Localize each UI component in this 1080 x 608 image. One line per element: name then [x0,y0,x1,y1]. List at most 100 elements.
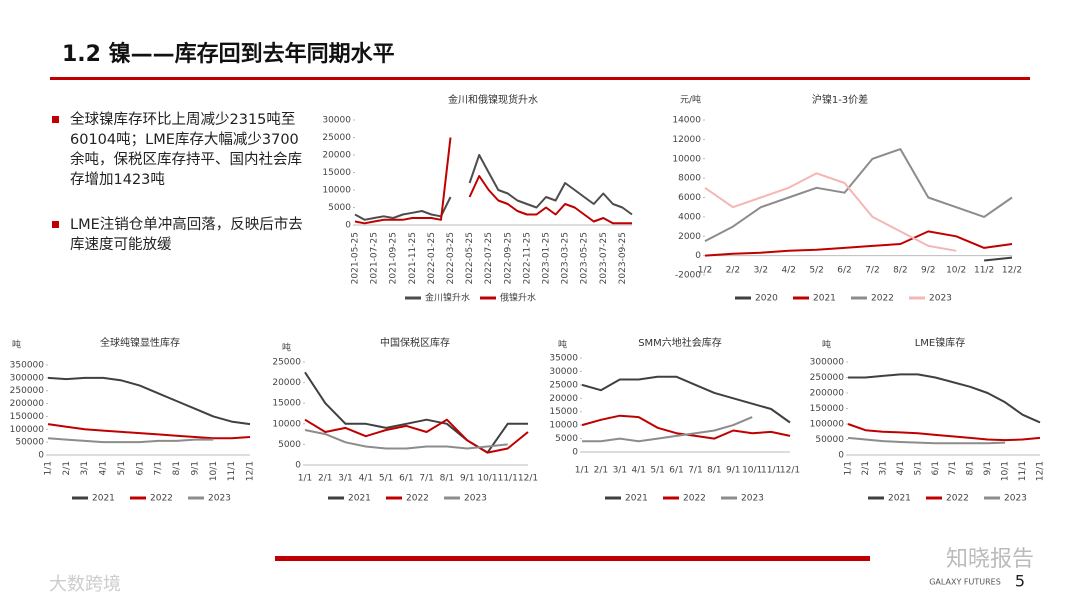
x-tick-label: 11/1 [498,474,518,484]
y-tick-label: 0 [695,251,701,261]
y-tick-label: 50000 [15,438,44,448]
legend-label: 2023 [208,494,231,504]
x-tick-label: 10/1 [477,474,497,484]
legend-label: 2021 [625,494,648,504]
y-tick-label: 250000 [810,373,845,383]
y-tick-label: 30000 [549,367,578,377]
series-line [354,154,633,221]
y-tick-label: 0 [572,448,578,458]
x-tick-label: 6/2 [837,266,851,276]
y-tick-label: 150000 [10,412,45,422]
x-tick-label: 2021-05-25 [351,232,361,284]
x-tick-label: 1/1 [844,461,854,475]
legend-label: 2021 [888,494,911,504]
y-tick-label: 100000 [810,420,845,430]
y-tick-label: 4000 [678,212,701,222]
x-tick-label: 4/1 [631,466,645,476]
legend-label: 2022 [406,494,429,504]
x-tick-label: 4/1 [896,461,906,475]
x-tick-label: 2023-05-25 [580,232,590,284]
x-tick-label: 7/1 [948,461,958,475]
footer-rule [275,556,870,561]
x-tick-label: 8/1 [966,461,976,475]
series-line [304,429,508,450]
x-tick-label: 6/1 [931,461,941,475]
x-tick-label: 11/1 [761,466,781,476]
legend-label: 2022 [946,494,969,504]
x-tick-label: 9/1 [190,461,200,475]
x-tick-label: 12/2 [1002,266,1022,276]
x-tick-label: 2022-09-25 [503,232,513,284]
x-tick-label: 2021-11-25 [408,232,418,284]
x-tick-label: 5/1 [650,466,664,476]
x-tick-label: 10/1 [1001,461,1011,481]
slide-title: 1.2 镍——库存回到去年同期水平 [62,42,395,67]
y-axis-label: 吨 [558,339,567,351]
chart-title: LME镍库存 [915,336,966,349]
y-tick-label: 250000 [10,386,45,396]
x-tick-label: 9/1 [983,461,993,475]
y-tick-label: 15000 [322,168,351,178]
y-tick-label: 2000 [678,232,701,242]
page-number: 5 [1015,572,1025,591]
x-tick-label: 1/1 [298,474,312,484]
series-line [983,256,1013,262]
watermark: 大数跨境 [49,574,121,595]
series-line [47,437,214,444]
y-tick-label: 0 [345,221,351,231]
x-tick-label: 7/2 [865,266,879,276]
x-tick-label: 5/1 [379,474,393,484]
x-tick-label: 2022-11-25 [522,232,532,284]
x-tick-label: 2023-01-25 [542,232,552,284]
y-tick-label: 350000 [10,361,45,371]
legend-label: 2021 [813,294,836,304]
series-line [848,373,1041,424]
y-tick-label: 10000 [272,419,301,429]
series-line [354,137,632,225]
x-tick-label: 11/1 [227,461,237,481]
x-tick-label: 9/1 [726,466,740,476]
series-line [847,423,1041,442]
legend-label: 2021 [348,494,371,504]
x-tick-label: 10/1 [742,466,762,476]
x-tick-label: 7/1 [419,474,433,484]
x-tick-label: 2021-07-25 [370,232,380,284]
legend-label: 金川镍升水 [425,292,470,304]
series-line [304,418,529,454]
x-tick-label: 2023-09-25 [618,232,628,284]
x-tick-label: 1/1 [44,461,54,475]
chart-title: 中国保税区库存 [380,336,450,349]
y-tick-label: 6000 [678,193,701,203]
legend-label: 2023 [741,494,764,504]
bullet: 全球镍库存环比上周减少2315吨至60104吨；LME库存大幅减少3700余吨，… [50,110,310,190]
title-rule [50,77,1030,80]
x-tick-label: 2022-07-25 [484,232,494,284]
y-tick-label: 5000 [278,440,301,450]
y-tick-label: 0 [838,451,844,461]
x-tick-label: 7/1 [154,461,164,475]
y-tick-label: 8000 [678,174,701,184]
y-tick-label: 5000 [555,434,578,444]
x-tick-label: 1/2 [698,266,712,276]
x-tick-label: 2/1 [62,461,72,475]
x-tick-label: 9/1 [460,474,474,484]
x-tick-label: 2021-09-25 [389,232,399,284]
x-tick-label: 4/1 [359,474,373,484]
x-tick-label: 8/1 [707,466,721,476]
x-tick-label: 8/1 [440,474,454,484]
x-tick-label: 8/2 [893,266,907,276]
y-tick-label: 0 [38,451,44,461]
legend-label: 俄镍升水 [500,292,536,304]
x-tick-label: 12/1 [518,474,538,484]
chart-title: 沪镍1-3价差 [812,93,868,106]
x-tick-label: 6/1 [669,466,683,476]
y-tick-label: 20000 [549,394,578,404]
legend-label: 2023 [464,494,487,504]
y-tick-label: 10000 [549,421,578,431]
brand: GALAXY FUTURES [929,578,1001,587]
y-axis-label: 吨 [12,339,21,351]
y-axis-label: 吨 [282,342,291,354]
x-tick-label: 12/1 [780,466,800,476]
